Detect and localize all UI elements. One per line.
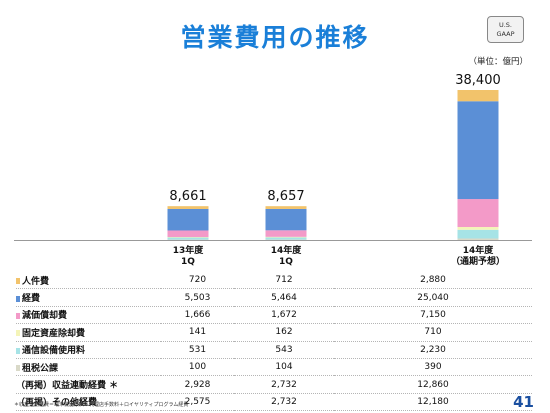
- row-label-text: 人件費: [22, 276, 50, 287]
- badge-line2: GAAP: [496, 29, 515, 38]
- row-label: 租税公課: [16, 358, 161, 377]
- row-label-text: 通信設備使用料: [22, 346, 86, 357]
- page-number: 41: [513, 393, 534, 411]
- bar-segment: [265, 230, 307, 237]
- legend-swatch: [16, 312, 20, 319]
- table-cell: 2,928: [161, 375, 234, 394]
- table-cell: 12,860: [334, 375, 532, 394]
- table-cell: 710: [334, 323, 532, 342]
- table-row: 租税公課 100 104 390: [16, 358, 532, 377]
- bar-segment: [167, 236, 209, 238]
- category-label: 1Q: [181, 257, 195, 267]
- bar-segment: [265, 236, 307, 238]
- category-label: （通期予想）: [451, 255, 505, 267]
- legend-swatch: [16, 278, 20, 285]
- category-label: 13年度: [173, 244, 205, 256]
- bar-segment: [457, 90, 499, 102]
- row-label-text: 租税公課: [22, 363, 59, 374]
- bar-segment: [457, 238, 499, 240]
- us-gaap-badge: U.S. GAAP: [487, 16, 524, 43]
- category-label: 14年度: [271, 244, 303, 256]
- table-row: 通信設備使用料 531 543 2,230: [16, 341, 532, 359]
- table-cell: 25,040: [334, 288, 532, 307]
- bar-segment: [265, 237, 307, 240]
- bar-segment: [167, 206, 209, 209]
- row-label: 通信設備使用料: [16, 341, 161, 359]
- bar-segment: [265, 206, 307, 209]
- unit-note: （単位：億円）: [468, 57, 528, 67]
- bar-segment: [457, 226, 499, 230]
- row-label: （再掲）その他経費: [16, 393, 161, 412]
- badge-line1: U.S.: [498, 20, 513, 29]
- row-label: 固定資産除却費: [16, 323, 161, 342]
- bar-segment: [457, 229, 499, 239]
- table-cell: 5,503: [161, 288, 234, 307]
- table-cell: 2,732: [234, 375, 334, 394]
- row-label-text: 経費: [22, 294, 41, 305]
- row-label: 人件費: [16, 272, 161, 290]
- footnote: ＊収益連動経費＝端末機器原価＋代理店手数料＋ロイヤリティプログラム経費: [14, 402, 189, 408]
- row-label: （再掲）収益連動経費 ＊: [16, 375, 161, 394]
- table-cell: 531: [161, 341, 234, 359]
- table-cell: 712: [234, 272, 334, 290]
- table-row: （再掲）その他経費 2,575 2,732 12,180: [16, 393, 532, 412]
- table-cell: 104: [234, 358, 334, 377]
- table-row: 固定資産除却費 141 162 710: [16, 323, 532, 342]
- category-label: 1Q: [279, 257, 293, 267]
- bar-segment: [457, 199, 499, 227]
- row-label-text: （再掲）その他経費: [16, 398, 98, 409]
- bar-segment: [167, 237, 209, 240]
- table-row: （再掲）収益連動経費 ＊ 2,928 2,732 12,860: [16, 375, 532, 394]
- table-cell: 12,180: [334, 393, 532, 412]
- table-cell: 543: [234, 341, 334, 359]
- legend-swatch: [16, 295, 20, 302]
- legend-swatch: [16, 330, 20, 337]
- table-cell: 390: [334, 358, 532, 377]
- table-cell: 1,672: [234, 306, 334, 325]
- bar-total-label: 8,661: [169, 189, 206, 204]
- table-cell: 2,732: [234, 393, 334, 412]
- row-label-text: 減価償却費: [22, 311, 68, 322]
- category-label: 14年度: [463, 244, 495, 256]
- row-label: 減価償却費: [16, 306, 161, 325]
- row-label-text: （再掲）収益連動経費 ＊: [16, 381, 119, 392]
- table-cell: 100: [161, 358, 234, 377]
- table-cell: 162: [234, 323, 334, 342]
- bar-segment: [167, 208, 209, 231]
- legend-swatch: [16, 347, 20, 354]
- page-title: 営業費用の推移: [180, 23, 370, 52]
- table-cell: 5,464: [234, 288, 334, 307]
- table-row: 人件費 720 712 2,880: [16, 272, 532, 290]
- table-row: 経費 5,503 5,464 25,040: [16, 288, 532, 307]
- table-row: 減価償却費 1,666 1,672 7,150: [16, 306, 532, 325]
- row-label: 経費: [16, 288, 161, 307]
- bar-segment: [265, 208, 307, 231]
- bar-segment: [167, 230, 209, 237]
- row-label-text: 固定資産除却費: [22, 328, 86, 339]
- table-cell: 2,575: [161, 393, 234, 412]
- table-cell: 7,150: [334, 306, 532, 325]
- legend-swatch: [16, 365, 20, 372]
- table-cell: 2,230: [334, 341, 532, 359]
- table-cell: 1,666: [161, 306, 234, 325]
- table-cell: 2,880: [334, 272, 532, 290]
- cost-table: 人件費 720 712 2,880 経費 5,503 5,464 25,040 減価償却費 1,6…: [16, 272, 532, 412]
- bar-total-label: 38,400: [455, 73, 501, 88]
- table-cell: 720: [161, 272, 234, 290]
- bar-total-label: 8,657: [267, 189, 304, 204]
- table-cell: 141: [161, 323, 234, 342]
- bar-segment: [457, 101, 499, 200]
